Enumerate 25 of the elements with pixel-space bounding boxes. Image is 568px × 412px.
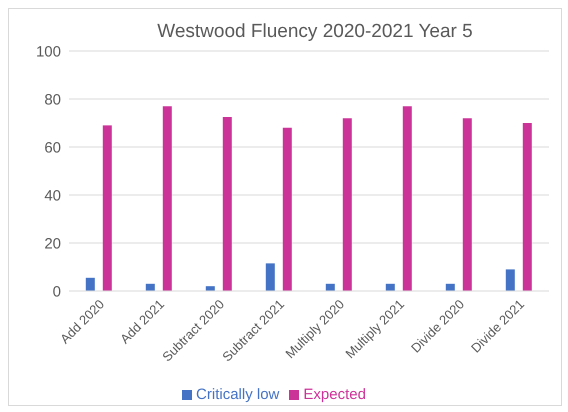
bar bbox=[266, 263, 275, 291]
bar bbox=[446, 284, 455, 291]
bar bbox=[282, 128, 292, 291]
bar bbox=[342, 118, 352, 291]
legend-label: Expected bbox=[303, 386, 366, 403]
bar bbox=[326, 284, 335, 291]
bar bbox=[506, 269, 515, 291]
bar bbox=[462, 118, 472, 291]
bar bbox=[522, 123, 532, 291]
bar bbox=[86, 278, 95, 291]
bar bbox=[402, 106, 412, 291]
bar bbox=[102, 125, 112, 291]
bar bbox=[162, 106, 172, 291]
chart-title: Westwood Fluency 2020-2021 Year 5 bbox=[156, 21, 474, 43]
bar bbox=[386, 284, 395, 291]
bar bbox=[222, 117, 232, 291]
y-tick-label: 80 bbox=[44, 91, 61, 108]
y-tick-label: 40 bbox=[44, 187, 61, 204]
y-tick-label: 0 bbox=[52, 283, 61, 300]
y-tick-label: 20 bbox=[44, 235, 61, 252]
bar bbox=[206, 286, 215, 291]
legend-label: Critically low bbox=[196, 386, 280, 403]
bar bbox=[146, 284, 155, 291]
y-tick-label: 60 bbox=[44, 139, 61, 156]
y-tick-label: 100 bbox=[36, 43, 61, 60]
